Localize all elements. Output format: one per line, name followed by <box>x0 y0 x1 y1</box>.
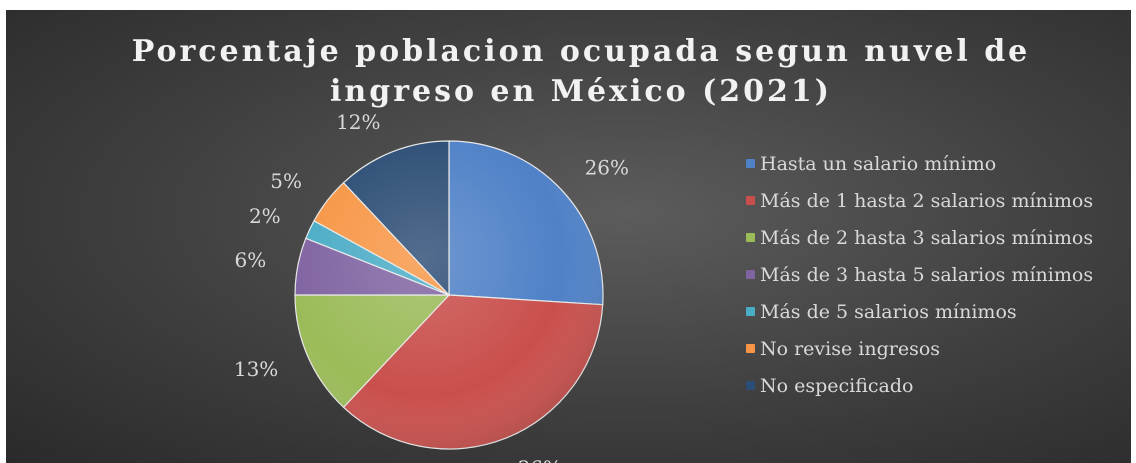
chart-title-line-2: ingreso en México (2021) <box>330 74 832 109</box>
data-label-2: 36% <box>517 456 561 463</box>
legend-item-3: Más de 2 hasta 3 salarios mínimos <box>746 219 1126 256</box>
data-label-3: 13% <box>234 357 278 381</box>
pie-data-labels: 26% 36% 13% 6% 2% 5% 12% <box>234 110 629 463</box>
legend-label-7: No especificado <box>760 374 914 397</box>
legend-item-4: Más de 3 hasta 5 salarios mínimos <box>746 256 1126 293</box>
legend-label-6: No revise ingresos <box>760 337 941 360</box>
pie-slices <box>294 140 604 450</box>
legend-item-2: Más de 1 hasta 2 salarios mínimos <box>746 182 1126 219</box>
legend-swatch-7 <box>746 381 755 390</box>
legend-item-1: Hasta un salario mínimo <box>746 145 1126 182</box>
legend-swatch-1 <box>746 159 755 168</box>
chart-title-line-1: Porcentaje poblacion ocupada segun nuvel… <box>131 34 1031 69</box>
legend-item-5: Más de 5 salarios mínimos <box>746 293 1126 330</box>
data-label-5: 2% <box>249 204 281 228</box>
legend-swatch-6 <box>746 344 755 353</box>
legend: Hasta un salario mínimo Más de 1 hasta 2 … <box>746 145 1126 404</box>
legend-swatch-2 <box>746 196 755 205</box>
legend-item-7: No especificado <box>746 367 1126 404</box>
legend-swatch-5 <box>746 307 755 316</box>
data-label-6: 5% <box>270 169 302 193</box>
legend-item-6: No revise ingresos <box>746 330 1126 367</box>
chart-area: Porcentaje poblacion ocupada segun nuvel… <box>6 10 1131 463</box>
legend-label-3: Más de 2 hasta 3 salarios mínimos <box>760 226 1094 249</box>
legend-label-5: Más de 5 salarios mínimos <box>760 300 1017 323</box>
data-label-4: 6% <box>235 248 267 272</box>
legend-label-1: Hasta un salario mínimo <box>760 152 997 175</box>
legend-label-4: Más de 3 hasta 5 salarios mínimos <box>760 263 1094 286</box>
data-label-1: 26% <box>585 156 629 180</box>
pie-slice-1 <box>448 140 604 306</box>
legend-label-2: Más de 1 hasta 2 salarios mínimos <box>760 189 1094 212</box>
legend-swatch-4 <box>746 270 755 279</box>
data-label-7: 12% <box>336 110 380 134</box>
chart-title: Porcentaje poblacion ocupada segun nuvel… <box>6 32 1131 112</box>
legend-swatch-3 <box>746 233 755 242</box>
